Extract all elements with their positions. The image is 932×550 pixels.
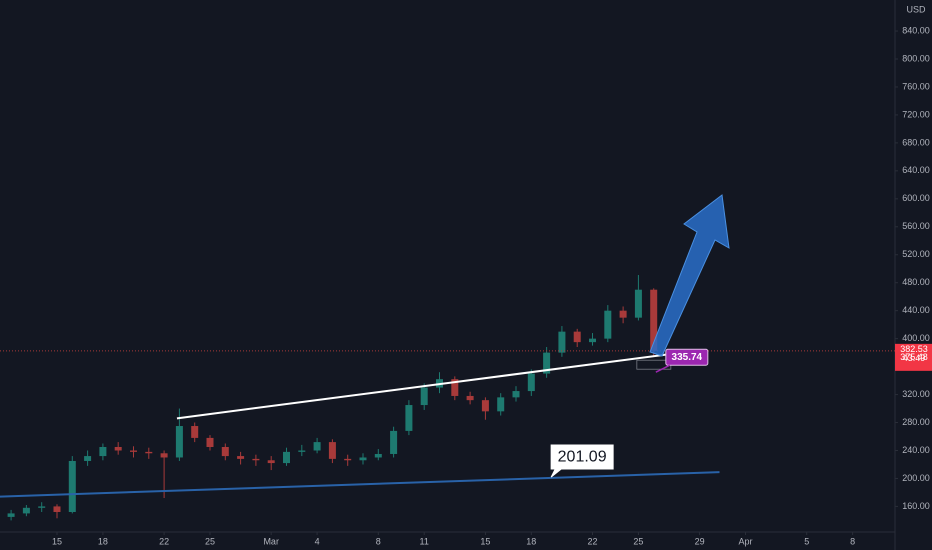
x-tick-label: 29 [695, 536, 705, 546]
x-tick-label: Apr [739, 536, 753, 546]
y-tick-label: 560.00 [902, 221, 930, 231]
candle-body [451, 379, 459, 396]
candle-body [145, 451, 153, 454]
x-tick-label: 8 [850, 536, 855, 546]
candle-body [543, 352, 551, 374]
countdown-label: 43:49 [903, 353, 926, 363]
candle-body [160, 453, 168, 458]
candle-body [237, 456, 245, 459]
candle-body [481, 400, 489, 412]
annotation-pointer [655, 364, 671, 373]
candle-body [298, 450, 306, 452]
y-tick-label: 720.00 [902, 109, 930, 119]
callout-box [550, 444, 614, 478]
y-tick-label: 600.00 [902, 193, 930, 203]
candle-body [420, 387, 428, 406]
x-tick-label: 4 [315, 536, 320, 546]
y-tick-label: 320.00 [902, 389, 930, 399]
candle-body [497, 397, 505, 412]
x-tick-label: 18 [526, 536, 536, 546]
y-tick-label: 160.00 [902, 501, 930, 511]
annotation-box [665, 348, 709, 366]
candle-body [650, 289, 658, 351]
y-tick-label: 520.00 [902, 249, 930, 259]
candle-body [512, 391, 520, 398]
candle-body [374, 453, 382, 458]
candle-body [252, 458, 260, 461]
x-tick-label: 5 [804, 536, 809, 546]
candle-body [604, 310, 612, 339]
candle-body [405, 405, 413, 431]
candle-body [573, 331, 581, 343]
last-price-box [895, 343, 932, 371]
x-tick-label: 15 [52, 536, 62, 546]
axes: 160.00200.00240.00280.00320.00360.00400.… [52, 25, 932, 546]
x-tick-label: 15 [480, 536, 490, 546]
candle-body [283, 451, 291, 464]
x-tick-label: 25 [205, 536, 215, 546]
candle-body [68, 460, 76, 513]
candle-body [22, 507, 30, 514]
candle-body [313, 442, 321, 451]
candle-body [359, 457, 367, 461]
candle-body [7, 513, 15, 517]
y-tick-label: 440.00 [902, 305, 930, 315]
plot-area: 201.09 335.74 [0, 275, 895, 521]
y-tick-label: 760.00 [902, 81, 930, 91]
y-tick-label: 680.00 [902, 137, 930, 147]
candle-body [634, 289, 642, 318]
trendline [176, 350, 693, 420]
candle-body [344, 458, 352, 461]
y-tick-label: 640.00 [902, 165, 930, 175]
candle-body [175, 426, 183, 458]
candle-body [191, 426, 199, 438]
x-tick-label: 25 [633, 536, 643, 546]
last-price-label: 382.53 [900, 344, 928, 354]
annotation-label: 201.09 [558, 448, 607, 465]
candle-body [38, 506, 46, 508]
candle-body [221, 446, 229, 457]
candle-body [466, 395, 474, 401]
candle-body [84, 456, 92, 461]
x-tick-label: 11 [420, 536, 429, 546]
y-tick-label: 240.00 [902, 445, 930, 455]
projection-arrow [649, 194, 730, 357]
y-tick-label: 480.00 [902, 277, 930, 287]
candle-body [390, 430, 398, 454]
x-tick-label: 18 [98, 536, 108, 546]
y-tick-label: 280.00 [902, 417, 930, 427]
y-tick-label: 800.00 [902, 53, 930, 63]
candle-body [53, 506, 61, 513]
candle-body [558, 331, 566, 353]
candle-body [589, 338, 597, 343]
y-tick-label: 840.00 [902, 25, 930, 35]
y-tick-label: 200.00 [902, 473, 930, 483]
candle-body [527, 373, 535, 392]
x-tick-label: Mar [263, 536, 279, 546]
x-tick-label: 22 [588, 536, 598, 546]
candle-body [99, 446, 107, 457]
trendline [0, 471, 720, 498]
candle-body [328, 442, 336, 459]
x-tick-label: 8 [376, 536, 381, 546]
candle-body [206, 437, 214, 447]
candle-body [129, 450, 137, 452]
candle-body [619, 310, 627, 318]
y-tick-label: 400.00 [902, 333, 930, 343]
low-price-label: 375.48 [900, 352, 928, 362]
candle-body [114, 446, 122, 451]
x-tick-label: 22 [159, 536, 169, 546]
candle-body [267, 460, 275, 464]
annotation-label: 335.74 [672, 352, 703, 363]
currency-label: USD [906, 4, 926, 14]
